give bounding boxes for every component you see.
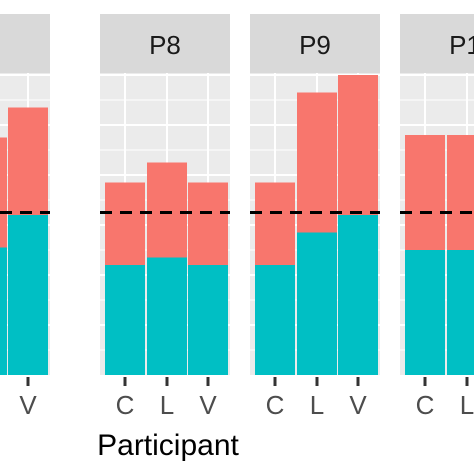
bar-top-segment-v	[188, 182, 228, 265]
x-tick-label-c: C	[266, 390, 285, 420]
facet-strip-label: P1	[449, 30, 474, 60]
facet-strip	[100, 14, 230, 73]
bar-top-segment-l	[0, 137, 7, 248]
bar-bottom-segment-c	[405, 250, 445, 375]
bar-bottom-segment-c	[105, 265, 145, 375]
bar-top-segment-c	[105, 182, 145, 265]
bar-top-segment-v	[8, 107, 48, 215]
facet-panel-p7: P7LV	[0, 14, 50, 420]
bar-top-segment-v	[338, 75, 378, 215]
facet-strip	[400, 14, 474, 73]
bar-bottom-segment-l	[447, 250, 474, 375]
facet-panel-p8: P8 C L V	[100, 14, 230, 420]
bar-top-segment-l	[297, 92, 337, 233]
facet-panel-p9: P9 C L V	[250, 14, 380, 420]
bar-top-segment-l	[147, 162, 187, 258]
facet-strip-label: P7	[0, 30, 1, 60]
bar-bottom-segment-l	[297, 232, 337, 375]
facet-panel-p1: P1 C L	[400, 14, 474, 420]
x-tick-label-l: L	[160, 390, 174, 420]
x-tick-label-v: V	[19, 390, 37, 420]
x-tick-label-c: C	[416, 390, 435, 420]
x-tick-label-v: V	[349, 390, 367, 420]
bar-top-segment-l	[447, 135, 474, 250]
bar-bottom-segment-c	[255, 265, 295, 375]
facet-strip	[0, 14, 50, 73]
bar-bottom-segment-l	[0, 247, 7, 375]
bar-top-segment-c	[405, 135, 445, 250]
x-tick-label-l: L	[460, 390, 474, 420]
bar-bottom-segment-l	[147, 257, 187, 375]
x-tick-label-c: C	[116, 390, 135, 420]
facet-strip	[250, 14, 380, 73]
x-axis-title: Participant	[97, 429, 239, 462]
bar-top-segment-c	[255, 182, 295, 265]
x-tick-label-v: V	[199, 390, 217, 420]
x-tick-label-l: L	[310, 390, 324, 420]
facet-strip-label: P9	[299, 30, 331, 60]
facet-strip-label: P8	[149, 30, 181, 60]
bar-bottom-segment-v	[8, 215, 48, 375]
bar-bottom-segment-v	[188, 265, 228, 375]
bar-bottom-segment-v	[338, 215, 378, 375]
